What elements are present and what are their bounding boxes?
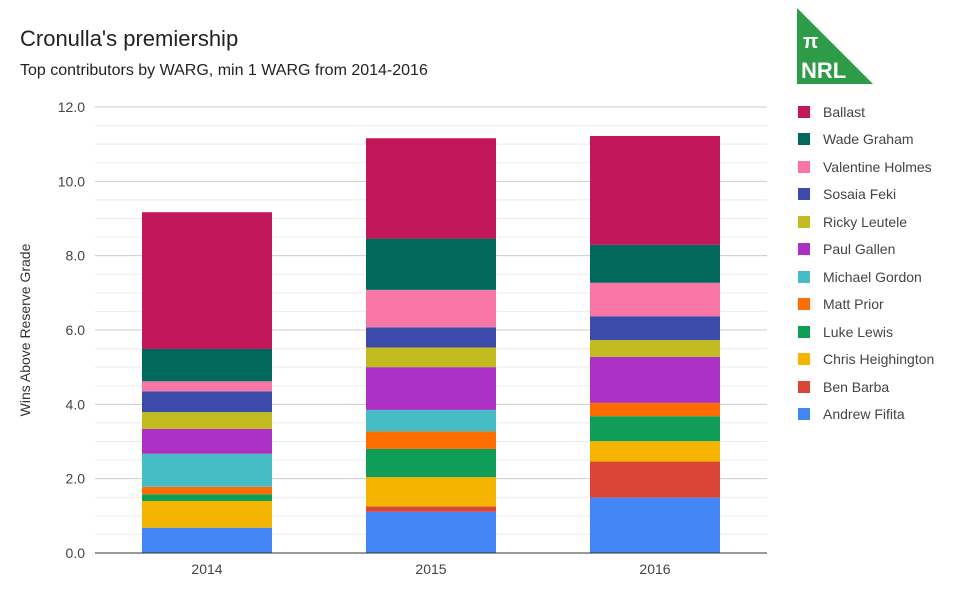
- legend-swatch: [798, 380, 810, 393]
- legend-label: Paul Gallen: [823, 241, 896, 258]
- legend-label: Andrew Fifita: [823, 406, 905, 423]
- bar-segment-valentine-holmes-2014[interactable]: [142, 381, 272, 392]
- legend-label: Ricky Leutele: [823, 213, 908, 230]
- legend-swatch: [798, 408, 810, 421]
- bar-segment-wade-graham-2014[interactable]: [142, 348, 272, 382]
- bar-segment-andrew-fifita-2014[interactable]: [142, 527, 272, 553]
- bar-segment-sosaia-feki-2016[interactable]: [590, 316, 720, 341]
- chart-subtitle: Top contributors by WARG, min 1 WARG fro…: [20, 62, 428, 79]
- legend-swatch: [798, 160, 810, 173]
- bar-segment-wade-graham-2016[interactable]: [590, 244, 720, 283]
- y-tick-label: 4.0: [66, 396, 86, 412]
- legend-label: Wade Graham: [823, 131, 914, 148]
- legend-item[interactable]: Paul Gallen: [798, 236, 934, 264]
- bar-segment-sosaia-feki-2015[interactable]: [366, 327, 496, 348]
- legend-label: Sosaia Feki: [823, 186, 897, 203]
- legend-item[interactable]: Chris Heighington: [798, 346, 934, 374]
- legend-label: Matt Prior: [823, 296, 884, 313]
- legend-label: Ballast: [823, 103, 866, 120]
- legend-swatch: [798, 105, 810, 118]
- x-tick-label: 2014: [191, 561, 222, 577]
- x-tick-label: 2016: [639, 561, 670, 577]
- legend-swatch: [798, 325, 810, 338]
- bar-segment-paul-gallen-2015[interactable]: [366, 367, 496, 410]
- y-tick-label: 6.0: [66, 322, 86, 338]
- bar-segment-ballast-2015[interactable]: [366, 138, 496, 239]
- bar-segment-ben-barba-2016[interactable]: [590, 461, 720, 498]
- chart-title: Cronulla's premiership: [20, 26, 239, 51]
- legend-item[interactable]: Matt Prior: [798, 291, 934, 319]
- y-tick-label: 8.0: [66, 248, 86, 264]
- bar-segment-matt-prior-2015[interactable]: [366, 431, 496, 449]
- bar-segment-paul-gallen-2014[interactable]: [142, 428, 272, 454]
- bar-segment-wade-graham-2015[interactable]: [366, 238, 496, 290]
- bar-segment-luke-lewis-2014[interactable]: [142, 494, 272, 501]
- legend-label: Luke Lewis: [823, 323, 894, 340]
- legend-swatch: [798, 188, 810, 201]
- bar-segment-paul-gallen-2016[interactable]: [590, 356, 720, 403]
- bar-segment-michael-gordon-2014[interactable]: [142, 453, 272, 487]
- legend-swatch: [798, 270, 810, 283]
- legend-label: Valentine Holmes: [823, 158, 932, 175]
- bar-segment-sosaia-feki-2014[interactable]: [142, 391, 272, 413]
- bar-segment-luke-lewis-2016[interactable]: [590, 416, 720, 442]
- legend-item[interactable]: Ben Barba: [798, 373, 934, 401]
- legend-swatch: [798, 243, 810, 256]
- legend-item[interactable]: Valentine Holmes: [798, 153, 934, 181]
- bar-segment-ricky-leutele-2015[interactable]: [366, 347, 496, 368]
- bar-segment-matt-prior-2016[interactable]: [590, 402, 720, 417]
- legend-swatch: [798, 298, 810, 311]
- bar-segment-luke-lewis-2015[interactable]: [366, 448, 496, 478]
- y-tick-label: 0.0: [66, 545, 86, 561]
- legend: Ballast Wade Graham Valentine Holmes Sosaia…: [798, 98, 934, 428]
- bar-segment-matt-prior-2014[interactable]: [142, 486, 272, 495]
- legend-label: Michael Gordon: [823, 268, 922, 285]
- bar-segment-chris-heighington-2016[interactable]: [590, 441, 720, 462]
- bar-segment-michael-gordon-2015[interactable]: [366, 409, 496, 432]
- legend-label: Chris Heighington: [823, 351, 935, 368]
- bar-segment-ballast-2016[interactable]: [590, 135, 720, 245]
- bar-segment-andrew-fifita-2016[interactable]: [590, 497, 720, 553]
- legend-item[interactable]: Ballast: [798, 98, 934, 126]
- legend-item[interactable]: Luke Lewis: [798, 318, 934, 346]
- y-axis-label: Wins Above Reserve Grade: [17, 243, 33, 416]
- y-tick-label: 10.0: [58, 173, 85, 189]
- bar-segment-ben-barba-2015[interactable]: [366, 506, 496, 512]
- logo-text: NRL: [801, 58, 846, 83]
- legend-item[interactable]: Sosaia Feki: [798, 181, 934, 209]
- bar-segment-valentine-holmes-2015[interactable]: [366, 289, 496, 328]
- legend-swatch: [798, 353, 810, 366]
- legend-swatch: [798, 215, 810, 228]
- legend-swatch: [798, 133, 810, 146]
- x-tick-label: 2015: [415, 561, 446, 577]
- legend-item[interactable]: Wade Graham: [798, 126, 934, 154]
- bar-segment-andrew-fifita-2015[interactable]: [366, 511, 496, 553]
- y-tick-label: 2.0: [66, 471, 86, 487]
- legend-item[interactable]: Andrew Fifita: [798, 401, 934, 429]
- logo-pi: π: [803, 31, 818, 53]
- nrl-logo: π NRL: [797, 8, 873, 84]
- bar-segment-ricky-leutele-2014[interactable]: [142, 412, 272, 429]
- bar-segment-ballast-2014[interactable]: [142, 212, 272, 349]
- bar-segment-valentine-holmes-2016[interactable]: [590, 282, 720, 317]
- bar-segment-chris-heighington-2014[interactable]: [142, 500, 272, 528]
- legend-item[interactable]: Michael Gordon: [798, 263, 934, 291]
- y-tick-label: 12.0: [58, 99, 85, 115]
- bar-segment-chris-heighington-2015[interactable]: [366, 477, 496, 507]
- legend-label: Ben Barba: [823, 378, 890, 395]
- bar-segment-ricky-leutele-2016[interactable]: [590, 340, 720, 357]
- legend-item[interactable]: Ricky Leutele: [798, 208, 934, 236]
